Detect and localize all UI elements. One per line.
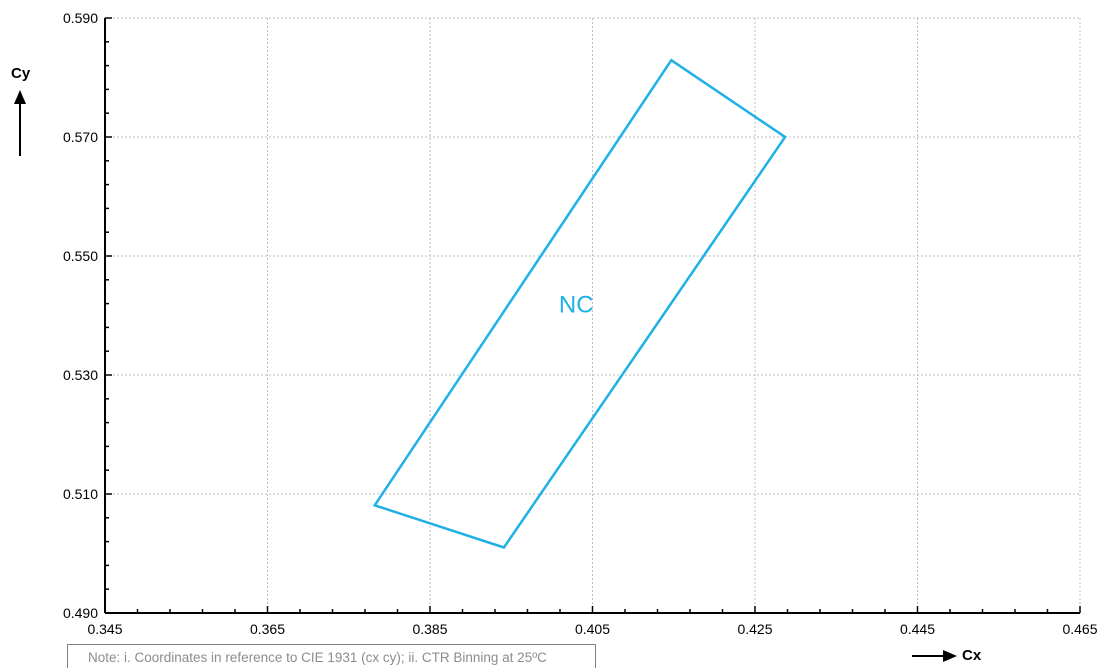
note-text: Note: i. Coordinates in reference to CIE… xyxy=(88,650,547,665)
x-axis-label: Cx xyxy=(962,647,982,664)
plot-area: NC xyxy=(372,58,787,549)
y-tick-label: 0.590 xyxy=(63,10,98,26)
note-box: Note: i. Coordinates in reference to CIE… xyxy=(67,644,596,668)
x-tick-label: 0.405 xyxy=(575,621,610,637)
y-tick-label: 0.510 xyxy=(63,486,98,502)
y-tick-label: 0.490 xyxy=(63,605,98,621)
region-outline-nc xyxy=(372,58,787,549)
x-tick-label: 0.385 xyxy=(412,621,447,637)
x-tick-label: 0.425 xyxy=(737,621,772,637)
grid xyxy=(105,17,1081,613)
y-axis-arrow-icon xyxy=(14,90,26,156)
x-tick-label: 0.445 xyxy=(900,621,935,637)
y-tick-label: 0.530 xyxy=(63,367,98,383)
x-tick-label: 0.365 xyxy=(250,621,285,637)
ticks: 0.345 0.365 0.385 0.405 0.425 0.445 0.465 0.490… xyxy=(63,10,1098,637)
y-tick-label: 0.550 xyxy=(63,248,98,264)
x-tick-label: 0.465 xyxy=(1062,621,1097,637)
x-tick-label: 0.345 xyxy=(87,621,122,637)
region-label: NC xyxy=(559,292,594,319)
y-axis-label: Cy xyxy=(11,65,31,82)
x-axis-arrow-icon xyxy=(912,650,957,662)
y-tick-label: 0.570 xyxy=(63,129,98,145)
